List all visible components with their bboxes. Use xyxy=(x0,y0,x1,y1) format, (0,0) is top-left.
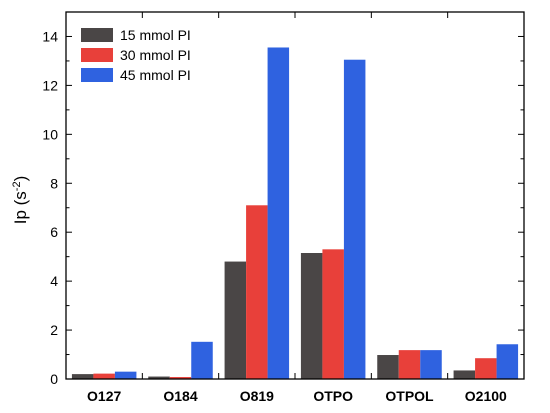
y-tick-label-6: 6 xyxy=(50,224,58,240)
bar-otpol-series-2 xyxy=(398,350,421,379)
bar-o127-series-3 xyxy=(114,371,137,379)
bar-o127-series-1 xyxy=(71,374,94,379)
y-tick-label-2: 2 xyxy=(50,322,58,338)
legend-label-1: 15 mmol PI xyxy=(120,27,191,43)
bar-o819-series-2 xyxy=(246,205,268,379)
x-tick-label-o819: O819 xyxy=(240,388,274,404)
y-tick-label-4: 4 xyxy=(50,273,58,289)
bar-o127-series-2 xyxy=(93,373,115,379)
bar-o2100-series-2 xyxy=(475,358,497,379)
bar-o2100-series-3 xyxy=(496,344,519,379)
y-axis-title: Ip (s-2) xyxy=(11,176,30,225)
bar-o184-series-1 xyxy=(148,376,170,379)
bar-o819-series-1 xyxy=(224,261,247,379)
legend-swatch-1 xyxy=(81,28,113,42)
y-tick-label-14: 14 xyxy=(42,28,58,44)
bar-otpo-series-2 xyxy=(322,249,344,379)
bar-o2100-series-1 xyxy=(453,370,476,379)
bar-o819-series-3 xyxy=(267,47,290,379)
x-tick-label-o2100: O2100 xyxy=(465,388,507,404)
bars-group xyxy=(71,47,519,380)
bar-otpo-series-3 xyxy=(343,59,366,380)
bar-o184-series-3 xyxy=(191,341,213,379)
bar-otpol-series-1 xyxy=(377,355,399,379)
x-tick-label-otpol: OTPOL xyxy=(385,388,434,404)
legend-label-2: 30 mmol PI xyxy=(120,47,191,63)
x-tick-label-otpo: OTPO xyxy=(313,388,353,404)
x-tick-label-o127: O127 xyxy=(87,388,121,404)
legend-swatch-3 xyxy=(81,68,113,82)
bar-otpo-series-1 xyxy=(300,253,323,379)
bar-otpol-series-3 xyxy=(420,350,442,379)
y-axis-title-base: Ip (s xyxy=(11,191,30,224)
y-tick-label-10: 10 xyxy=(42,126,58,142)
y-axis-title-close: ) xyxy=(11,176,30,182)
legend-swatch-2 xyxy=(81,48,113,62)
y-tick-label-12: 12 xyxy=(42,77,58,93)
bar-o184-series-2 xyxy=(169,377,192,379)
y-axis-title-sup: -2 xyxy=(11,181,23,191)
x-tick-label-o184: O184 xyxy=(163,388,197,404)
y-tick-label-8: 8 xyxy=(50,175,58,191)
legend-label-3: 45 mmol PI xyxy=(120,67,191,83)
axes-group: 0 2 4 6 8 10 12 14 O127 O184 O819 OTPO OTPOL O2100 xyxy=(42,11,525,404)
y-tick-label-0: 0 xyxy=(50,371,58,387)
legend: 15 mmol PI 30 mmol PI 45 mmol PI xyxy=(81,27,191,83)
